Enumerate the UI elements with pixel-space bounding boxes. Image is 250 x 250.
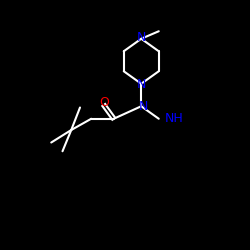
Text: NH: NH [165, 112, 184, 125]
Text: N: N [136, 78, 146, 92]
Text: N: N [138, 100, 148, 113]
Text: N: N [136, 31, 146, 44]
Text: O: O [99, 96, 109, 108]
